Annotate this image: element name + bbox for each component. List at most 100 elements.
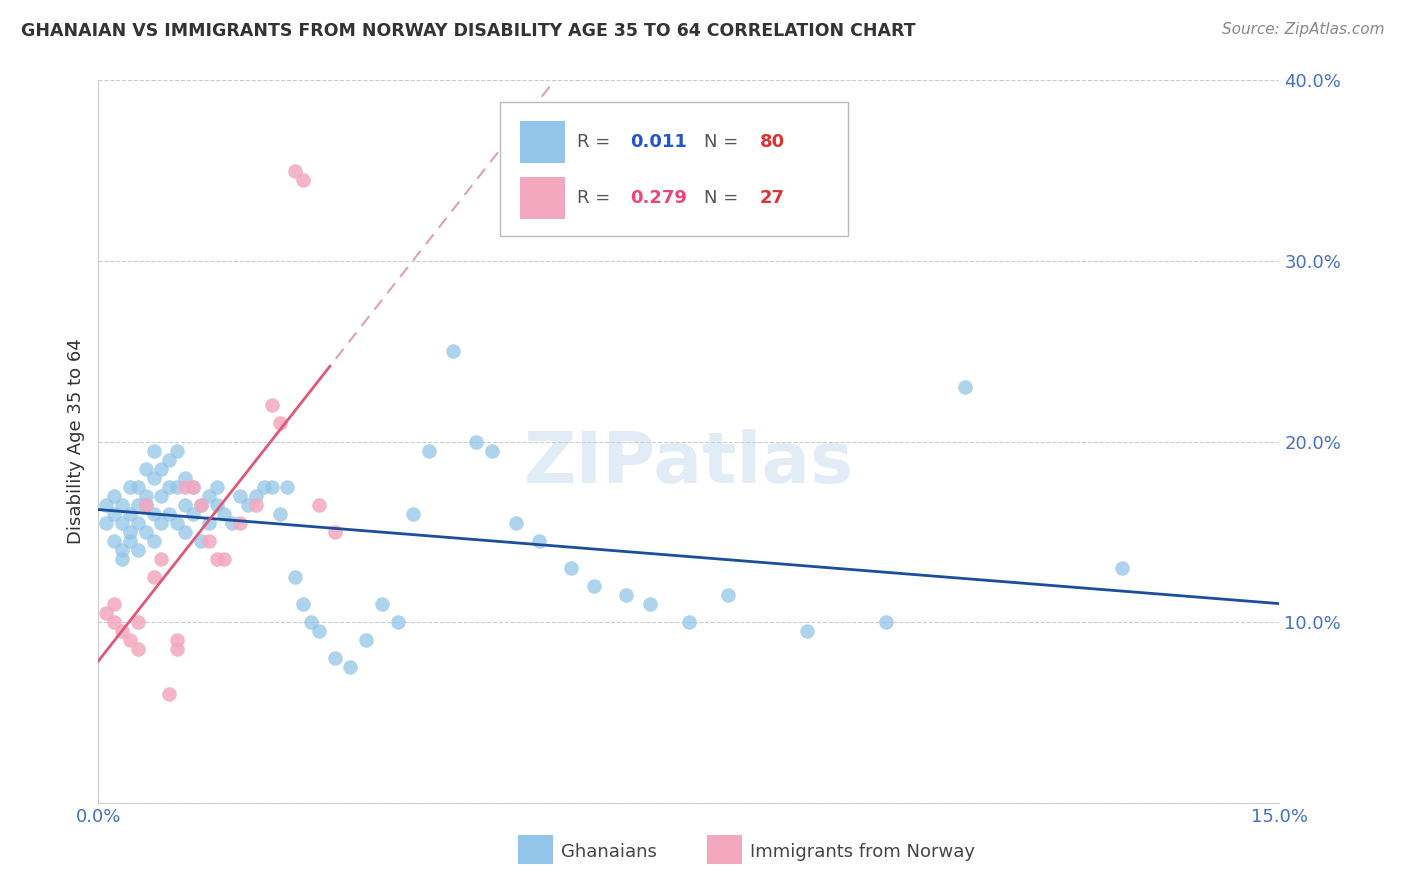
Point	[142, 570, 165, 584]
Point	[103, 597, 125, 611]
Point	[111, 498, 134, 512]
Point	[236, 498, 259, 512]
Point	[197, 533, 219, 548]
Point	[253, 480, 276, 494]
Point	[260, 480, 283, 494]
Point	[387, 615, 409, 630]
Point	[796, 624, 818, 639]
Point	[190, 533, 212, 548]
Point	[103, 489, 125, 503]
Point	[529, 533, 551, 548]
Point	[638, 597, 661, 611]
Text: 27: 27	[759, 189, 785, 207]
Point	[339, 660, 361, 674]
Point	[354, 633, 377, 648]
Point	[150, 552, 173, 566]
Point	[166, 516, 188, 530]
Point	[181, 507, 204, 521]
Point	[118, 507, 141, 521]
Text: ZIPatlas: ZIPatlas	[524, 429, 853, 498]
Point	[181, 480, 204, 494]
Text: N =: N =	[704, 134, 744, 152]
Point	[157, 507, 180, 521]
Point	[127, 480, 149, 494]
Text: R =: R =	[576, 134, 616, 152]
Text: 0.279: 0.279	[630, 189, 686, 207]
Point	[142, 443, 165, 458]
Point	[418, 443, 440, 458]
Point	[308, 624, 330, 639]
Point	[118, 633, 141, 648]
Point	[221, 516, 243, 530]
Point	[1111, 561, 1133, 575]
Point	[245, 489, 267, 503]
Point	[118, 480, 141, 494]
Point	[118, 533, 141, 548]
Text: N =: N =	[704, 189, 744, 207]
Point	[111, 516, 134, 530]
Point	[135, 461, 157, 475]
Y-axis label: Disability Age 35 to 64: Disability Age 35 to 64	[66, 339, 84, 544]
Bar	[520, 121, 565, 163]
Point	[96, 606, 118, 620]
Point	[481, 443, 503, 458]
Text: Ghanaians: Ghanaians	[561, 843, 657, 861]
Point	[103, 615, 125, 630]
Point	[150, 516, 173, 530]
Point	[96, 516, 118, 530]
Point	[135, 498, 157, 512]
Point	[142, 471, 165, 485]
Point	[157, 480, 180, 494]
Bar	[707, 835, 742, 864]
Point	[371, 597, 394, 611]
Point	[614, 588, 637, 602]
Point	[402, 507, 425, 521]
Point	[229, 516, 252, 530]
Point	[292, 172, 315, 186]
Point	[166, 443, 188, 458]
Text: Immigrants from Norway: Immigrants from Norway	[751, 843, 976, 861]
Text: R =: R =	[576, 189, 616, 207]
Point	[142, 507, 165, 521]
Point	[465, 434, 488, 449]
Text: 0.011: 0.011	[630, 134, 686, 152]
Bar	[517, 835, 553, 864]
Point	[245, 498, 267, 512]
Point	[181, 480, 204, 494]
Point	[205, 498, 228, 512]
Point	[284, 163, 307, 178]
Point	[875, 615, 897, 630]
Point	[150, 489, 173, 503]
Point	[505, 516, 527, 530]
Point	[284, 570, 307, 584]
Point	[953, 380, 976, 394]
Point	[197, 516, 219, 530]
Point	[127, 516, 149, 530]
Point	[299, 615, 322, 630]
Point	[174, 524, 197, 539]
Point	[678, 615, 700, 630]
Point	[103, 533, 125, 548]
Point	[214, 507, 236, 521]
Bar	[520, 178, 565, 219]
Point	[118, 524, 141, 539]
Point	[111, 552, 134, 566]
Text: 80: 80	[759, 134, 785, 152]
Point	[127, 642, 149, 657]
FancyBboxPatch shape	[501, 102, 848, 235]
Point	[96, 498, 118, 512]
Text: GHANAIAN VS IMMIGRANTS FROM NORWAY DISABILITY AGE 35 TO 64 CORRELATION CHART: GHANAIAN VS IMMIGRANTS FROM NORWAY DISAB…	[21, 22, 915, 40]
Point	[583, 579, 606, 593]
Point	[127, 498, 149, 512]
Point	[276, 480, 298, 494]
Point	[308, 498, 330, 512]
Point	[142, 533, 165, 548]
Point	[229, 489, 252, 503]
Point	[135, 524, 157, 539]
Point	[174, 498, 197, 512]
Point	[127, 615, 149, 630]
Point	[560, 561, 582, 575]
Point	[214, 552, 236, 566]
Point	[174, 471, 197, 485]
Point	[150, 461, 173, 475]
